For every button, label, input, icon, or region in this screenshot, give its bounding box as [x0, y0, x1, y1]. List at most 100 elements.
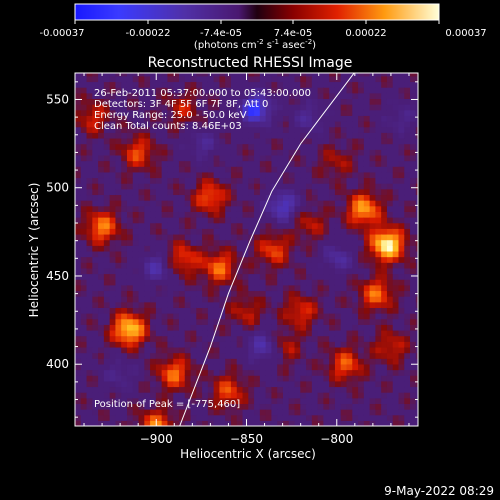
heatmap-cell — [161, 318, 169, 325]
heatmap-cell — [80, 87, 88, 94]
heatmap-cell — [230, 188, 238, 196]
x-axis-ticks: −900 −850 −800 — [83, 73, 410, 446]
heatmap-cell — [254, 397, 261, 405]
heatmap-cell — [230, 233, 238, 241]
heatmap-cell — [306, 256, 313, 263]
heatmap-cell — [115, 335, 122, 342]
heatmap-cell — [323, 98, 330, 105]
heatmap-cell — [219, 397, 226, 405]
heatmap-cell — [346, 245, 353, 252]
heatmap-cell — [202, 273, 209, 280]
heatmap-cell — [415, 115, 418, 122]
heatmap-cell — [375, 194, 382, 201]
heatmap-cell — [358, 104, 365, 111]
heatmap-cell — [277, 81, 284, 88]
heatmap-cell — [277, 414, 284, 421]
heatmap-cell — [126, 228, 134, 235]
heatmap-cell — [161, 284, 169, 292]
heatmap-cell — [178, 267, 186, 275]
heatmap-cell — [213, 104, 221, 111]
heatmap-cell — [352, 290, 359, 297]
heatmap-cell — [340, 250, 348, 258]
heatmap-cell — [202, 121, 209, 128]
heatmap-cell — [265, 409, 273, 416]
heatmap-cell — [202, 369, 209, 376]
heatmap-cell — [161, 409, 169, 416]
heatmap-cell — [242, 92, 249, 100]
heatmap-cell — [75, 284, 82, 292]
heatmap-cell — [242, 329, 249, 337]
heatmap-cell — [103, 273, 111, 280]
heatmap-cell — [282, 73, 290, 77]
heatmap-cell — [173, 222, 180, 229]
heatmap-cell — [300, 256, 307, 263]
heatmap-cell — [311, 403, 319, 410]
heatmap-cell — [404, 409, 411, 416]
heatmap-cell — [80, 245, 88, 252]
heatmap-cell — [392, 409, 400, 416]
heatmap-cell — [161, 386, 169, 393]
heatmap-cell — [259, 81, 267, 88]
heatmap-cell — [202, 115, 209, 122]
heatmap-cell — [363, 188, 371, 196]
heatmap-cell — [404, 420, 411, 426]
heatmap-cell — [323, 363, 330, 371]
heatmap-cell — [369, 211, 376, 218]
heatmap-cell — [340, 228, 348, 235]
heatmap-cell — [115, 358, 122, 365]
heatmap-cell — [288, 284, 296, 292]
heatmap-cell — [207, 352, 215, 359]
heatmap-cell — [132, 296, 140, 303]
heatmap-cell — [242, 143, 249, 150]
heatmap-cell — [381, 160, 388, 167]
heatmap-cell — [329, 414, 336, 421]
heatmap-cell — [317, 358, 325, 365]
heatmap-cell — [103, 335, 111, 342]
heatmap-cell — [415, 200, 418, 207]
heatmap-cell — [86, 392, 93, 399]
heatmap-cell — [259, 200, 267, 207]
heatmap-cell — [259, 92, 267, 100]
heatmap-cell — [294, 296, 301, 303]
heatmap-cell — [86, 211, 93, 218]
heatmap-cell — [80, 171, 88, 179]
heatmap-cell — [410, 267, 417, 275]
heatmap-cell — [392, 73, 400, 77]
heatmap-cell — [225, 341, 232, 348]
heatmap-cell — [202, 87, 209, 94]
heatmap-cell — [375, 375, 382, 382]
heatmap-cell — [126, 171, 134, 179]
heatmap-cell — [300, 352, 307, 359]
heatmap-cell — [207, 290, 215, 297]
heatmap-cell — [92, 352, 99, 359]
heatmap-cell — [144, 160, 151, 167]
heatmap-cell — [329, 87, 336, 94]
heatmap-cell — [144, 239, 151, 246]
heatmap-cell — [323, 177, 330, 184]
heatmap-cell — [369, 137, 376, 145]
heatmap-cell — [386, 73, 394, 77]
heatmap-cell — [230, 358, 238, 365]
heatmap-cell — [225, 403, 232, 410]
heatmap-cell — [190, 98, 197, 105]
heatmap-cell — [161, 166, 169, 173]
heatmap-cell — [132, 284, 140, 292]
heatmap-cell — [155, 154, 163, 162]
heatmap-cell — [230, 363, 238, 371]
heatmap-cell — [248, 363, 255, 371]
heatmap-cell — [167, 284, 174, 292]
heatmap-cell — [404, 307, 411, 314]
heatmap-cell — [410, 154, 417, 162]
heatmap-cell — [225, 188, 232, 196]
heatmap-cell — [178, 414, 186, 421]
heatmap-cell — [323, 341, 330, 348]
heatmap-cell — [150, 250, 157, 258]
heatmap-cell — [358, 217, 365, 224]
heatmap-cell — [126, 245, 134, 252]
heatmap-cell — [92, 324, 99, 331]
heatmap-cell — [404, 137, 411, 145]
heatmap-cell — [138, 87, 145, 94]
heatmap-cell — [126, 233, 134, 241]
heatmap-cell — [92, 98, 99, 105]
heatmap-cell — [219, 262, 226, 269]
